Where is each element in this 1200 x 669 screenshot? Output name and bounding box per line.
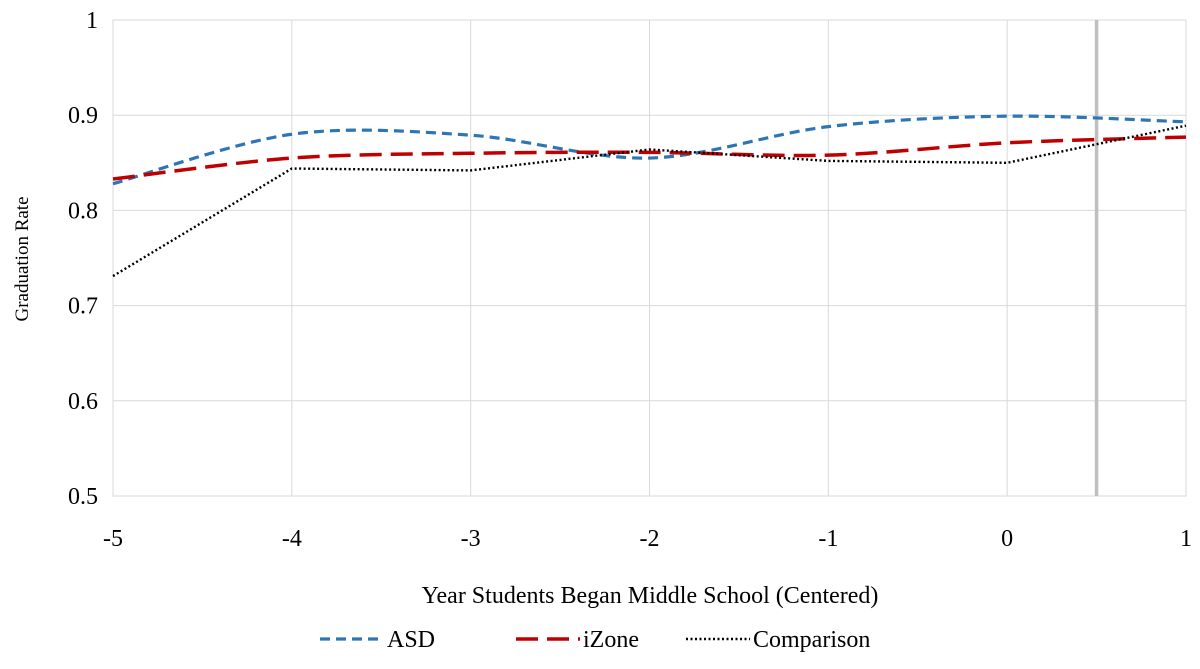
x-tick-label: -4 <box>282 526 302 552</box>
x-tick-label: -5 <box>103 526 123 552</box>
legend-label-izone: iZone <box>583 627 639 653</box>
legend-label-comparison: Comparison <box>753 627 870 653</box>
y-axis-title: Graduation Rate <box>12 196 33 321</box>
x-tick-label: -3 <box>461 526 481 552</box>
x-tick-label: -1 <box>818 526 838 552</box>
x-tick-label: 0 <box>1001 526 1013 552</box>
y-tick-label: 0.5 <box>68 484 98 510</box>
y-tick-label: 0.9 <box>68 103 98 129</box>
y-tick-label: 1 <box>86 8 98 34</box>
x-tick-label: -2 <box>640 526 660 552</box>
x-axis-title: Year Students Began Middle School (Cente… <box>422 583 879 609</box>
series-line-asd <box>112 114 1187 186</box>
plot-area-border <box>112 19 1187 497</box>
y-tick-label: 0.8 <box>68 198 98 224</box>
y-tick-label: 0.6 <box>68 389 98 415</box>
x-tick-labels: -5 -4 -3 -2 -1 0 1 <box>103 526 1192 552</box>
legend: ASD iZone Comparison <box>320 627 870 653</box>
series-lines <box>112 114 1187 278</box>
gridlines <box>112 19 1187 497</box>
series-line-izone <box>112 135 1187 181</box>
y-tick-label: 0.7 <box>68 294 98 320</box>
x-tick-label: 1 <box>1180 526 1192 552</box>
y-tick-labels: 0.5 0.6 0.7 0.8 0.9 1 <box>68 8 98 510</box>
series-line-comparison <box>112 124 1187 278</box>
legend-label-asd: ASD <box>387 627 435 653</box>
